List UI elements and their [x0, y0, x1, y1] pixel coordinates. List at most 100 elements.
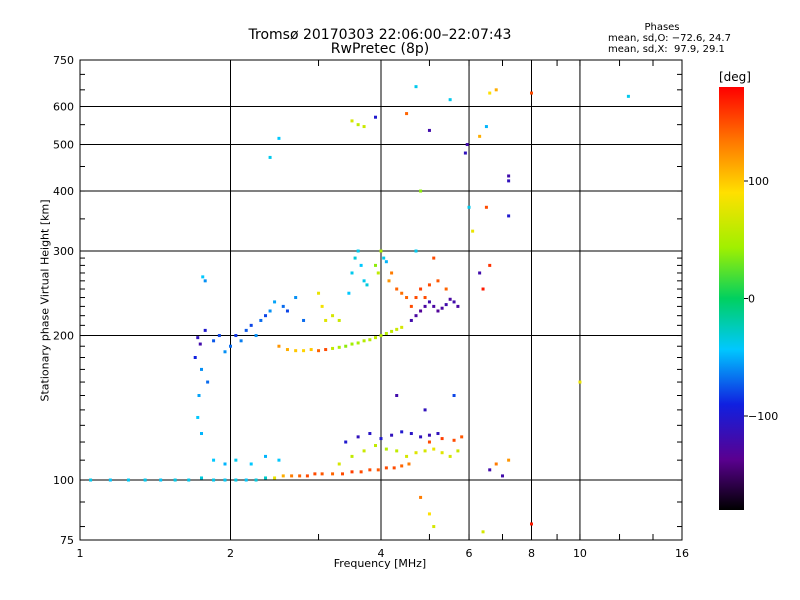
data-point: [414, 451, 418, 455]
data-point: [298, 474, 302, 478]
data-point: [356, 249, 360, 253]
data-point: [239, 339, 243, 343]
data-point: [362, 339, 366, 343]
data-point: [452, 438, 456, 442]
data-point: [423, 296, 427, 300]
data-point: [217, 334, 221, 338]
data-point: [471, 229, 475, 233]
data-point: [384, 466, 388, 470]
data-point: [423, 449, 427, 453]
data-point: [362, 449, 366, 453]
data-point: [419, 189, 423, 193]
data-point: [196, 415, 200, 419]
data-point: [400, 325, 404, 329]
y-axis-label: Stationary phase Virtual Height [km]: [38, 199, 52, 402]
x-tick-label: 16: [675, 547, 689, 560]
data-point: [409, 304, 413, 308]
data-point: [264, 314, 268, 318]
x-tick-label: 8: [528, 547, 535, 560]
data-point: [488, 468, 492, 472]
data-point: [419, 287, 423, 291]
data-point: [427, 440, 431, 444]
data-point: [331, 472, 335, 476]
data-point: [302, 349, 306, 353]
data-point: [484, 205, 488, 209]
data-point: [331, 314, 335, 318]
colorbar: [719, 87, 744, 510]
data-point: [201, 275, 205, 279]
data-point: [281, 304, 285, 308]
data-point: [317, 349, 321, 353]
x-tick-label: 1: [77, 547, 84, 560]
data-point: [501, 474, 505, 478]
data-point: [465, 143, 469, 147]
data-point: [254, 334, 258, 338]
data-point: [268, 155, 272, 159]
data-point: [376, 271, 380, 275]
data-point: [407, 462, 411, 466]
data-point: [507, 458, 511, 462]
data-point: [463, 151, 467, 155]
data-point: [365, 283, 369, 287]
data-point: [234, 334, 238, 338]
data-point: [405, 112, 409, 116]
data-point: [494, 462, 498, 466]
data-point: [414, 296, 418, 300]
y-tick-label: 600: [53, 101, 74, 114]
data-point: [440, 306, 444, 310]
data-point: [196, 336, 200, 340]
data-point: [494, 88, 498, 92]
data-point: [436, 279, 440, 283]
data-point: [387, 279, 391, 283]
colorbar-tick-label: 100: [748, 175, 769, 188]
data-point: [395, 394, 399, 398]
data-point: [368, 468, 372, 472]
y-tick-label: 500: [53, 139, 74, 152]
data-point: [200, 432, 204, 436]
data-point: [384, 260, 388, 264]
data-point: [467, 205, 471, 209]
data-point: [427, 128, 431, 132]
x-tick-label: 6: [466, 547, 473, 560]
data-point: [427, 283, 431, 287]
data-point: [409, 318, 413, 322]
data-point: [173, 478, 177, 482]
data-point: [197, 394, 201, 398]
data-point: [427, 512, 431, 516]
data-point: [456, 304, 460, 308]
data-point: [405, 296, 409, 300]
data-point: [460, 435, 464, 439]
data-point: [392, 466, 396, 470]
data-point: [405, 454, 409, 458]
data-point: [530, 522, 533, 526]
phase-info-x: mean, sd,X: 97.9, 29.1: [608, 44, 725, 55]
x-axis-label: Frequency [MHz]: [333, 557, 427, 570]
data-point: [478, 134, 482, 138]
data-point: [331, 346, 335, 350]
data-point: [481, 287, 485, 291]
data-point: [484, 125, 488, 129]
x-tick-label: 4: [378, 547, 385, 560]
data-point: [374, 115, 378, 119]
y-tick-label: 75: [60, 534, 74, 547]
data-point: [379, 249, 383, 253]
data-point: [277, 344, 281, 348]
data-point: [337, 345, 341, 349]
data-point: [320, 304, 324, 308]
data-point: [419, 309, 423, 313]
data-point: [384, 447, 388, 451]
data-point: [395, 287, 399, 291]
data-point: [305, 474, 309, 478]
phase-info-o: mean, sd,O: −72.6, 24.7: [608, 33, 731, 44]
data-point: [395, 327, 399, 331]
data-point: [414, 85, 418, 89]
data-point: [356, 435, 360, 439]
data-point: [344, 344, 348, 348]
data-point: [294, 349, 298, 353]
data-point: [452, 300, 456, 304]
data-point: [432, 447, 436, 451]
data-point: [427, 300, 431, 304]
data-point: [440, 437, 444, 441]
data-point: [427, 433, 431, 437]
data-point: [273, 300, 277, 304]
